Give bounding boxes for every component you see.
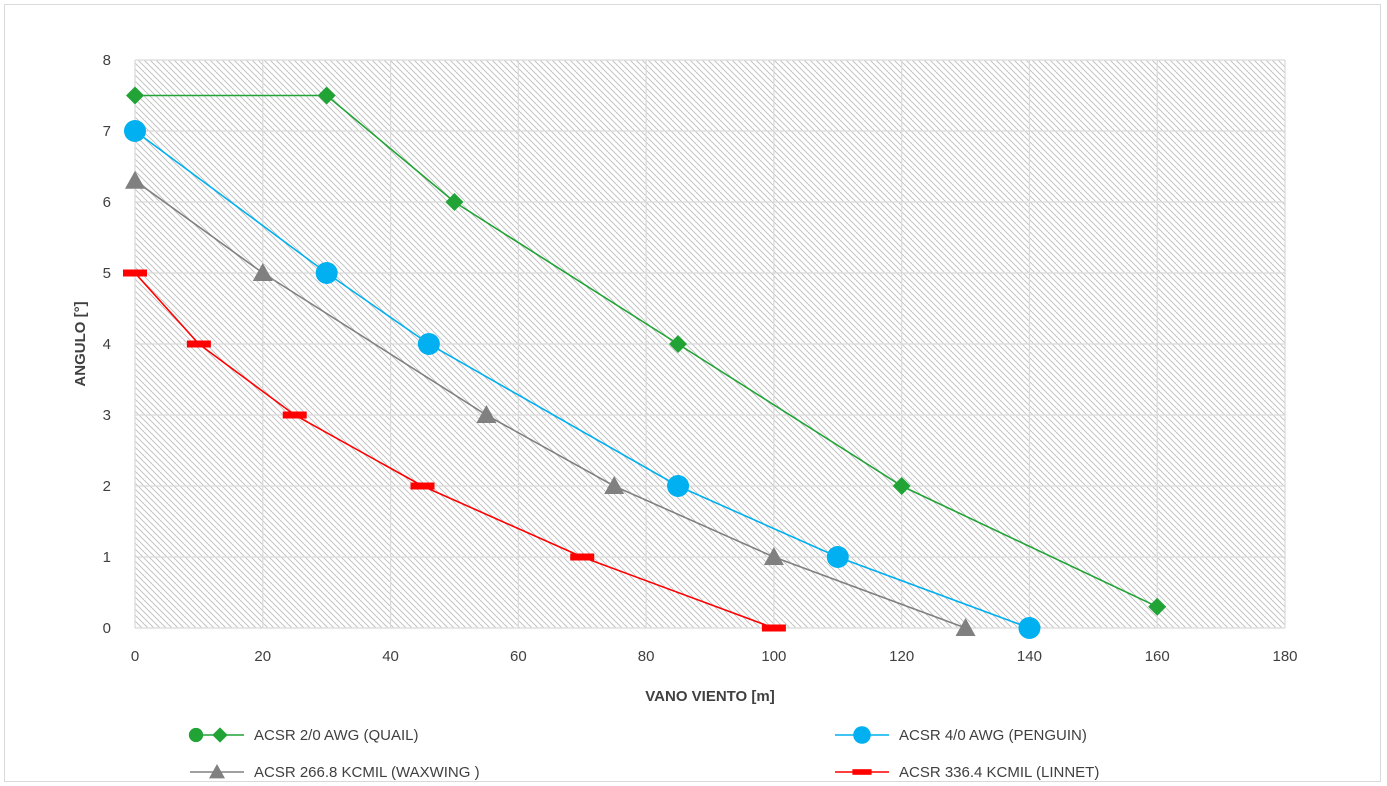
x-tick-label: 80 — [638, 648, 655, 665]
legend-label: ACSR 336.4 KCMIL (LINNET) — [899, 764, 1099, 781]
y-tick-label: 7 — [103, 123, 111, 140]
dash-marker — [570, 553, 595, 561]
dash-marker — [761, 624, 786, 632]
series-line — [135, 94, 1158, 608]
dash-marker — [123, 269, 147, 277]
series-2 — [124, 120, 1041, 639]
circle-marker — [417, 333, 440, 355]
x-tick-label: 40 — [382, 648, 399, 665]
dash-marker — [410, 482, 435, 490]
circle-marker — [1018, 617, 1041, 639]
y-axis-title: ANGULO [°] — [72, 301, 89, 386]
circle-marker — [188, 727, 204, 743]
diamond-marker — [669, 335, 688, 353]
diamond-marker — [892, 477, 911, 495]
x-axis-title: VANO VIENTO [m] — [645, 688, 774, 705]
y-tick-label: 0 — [103, 620, 111, 637]
legend: ACSR 2/0 AWG (QUAIL) ACSR 4/0 AWG (PENGUI… — [188, 726, 1099, 781]
x-tick-label: 160 — [1145, 648, 1170, 665]
series-line — [134, 130, 1030, 629]
diamond-marker — [1148, 597, 1167, 616]
circle-marker — [124, 120, 146, 142]
series-3 — [125, 170, 976, 636]
series-lines — [123, 86, 1167, 639]
legend-label: ACSR 2/0 AWG (QUAIL) — [254, 727, 418, 744]
legend-item: ACSR 4/0 AWG (PENGUIN) — [835, 726, 1087, 744]
diamond-marker — [317, 86, 336, 105]
y-tick-label: 3 — [103, 407, 111, 424]
circle-marker — [826, 546, 849, 568]
triangle-marker — [476, 405, 497, 423]
dash-marker — [852, 769, 872, 775]
diamond-marker — [445, 193, 464, 211]
x-tick-label: 120 — [889, 648, 914, 665]
legend-item: ACSR 2/0 AWG (QUAIL) — [188, 727, 418, 744]
y-tick-label: 6 — [103, 194, 111, 211]
x-tick-label: 60 — [510, 648, 527, 665]
diamond-marker — [126, 86, 144, 105]
triangle-marker — [763, 547, 784, 565]
y-tick-label: 4 — [103, 336, 111, 353]
circle-marker — [315, 262, 338, 284]
dash-marker — [186, 340, 211, 348]
x-tick-label: 20 — [254, 648, 271, 665]
y-tick-label: 1 — [103, 549, 111, 566]
legend-item: ACSR 266.8 KCMIL (WAXWING ) — [190, 764, 480, 781]
diamond-marker — [212, 727, 228, 743]
circle-marker — [853, 726, 871, 744]
triangle-marker — [209, 764, 225, 779]
circle-marker — [667, 475, 690, 497]
x-tick-label: 100 — [761, 648, 786, 665]
series-line — [134, 180, 966, 629]
triangle-marker — [604, 476, 625, 494]
series-1 — [126, 86, 1167, 616]
series-4 — [123, 269, 786, 632]
x-tick-label: 140 — [1017, 648, 1042, 665]
dash-marker — [282, 411, 307, 419]
x-tick-label: 180 — [1272, 648, 1297, 665]
triangle-marker — [252, 263, 273, 281]
y-tick-label: 8 — [103, 52, 111, 69]
legend-label: ACSR 266.8 KCMIL (WAXWING ) — [254, 764, 480, 781]
series-line — [134, 272, 775, 629]
y-tick-label: 5 — [103, 265, 111, 282]
legend-item: ACSR 336.4 KCMIL (LINNET) — [835, 764, 1099, 781]
legend-label: ACSR 4/0 AWG (PENGUIN) — [899, 727, 1087, 744]
y-tick-label: 2 — [103, 478, 111, 495]
x-tick-label: 0 — [131, 648, 139, 665]
triangle-marker — [955, 618, 976, 636]
triangle-marker — [125, 170, 145, 189]
